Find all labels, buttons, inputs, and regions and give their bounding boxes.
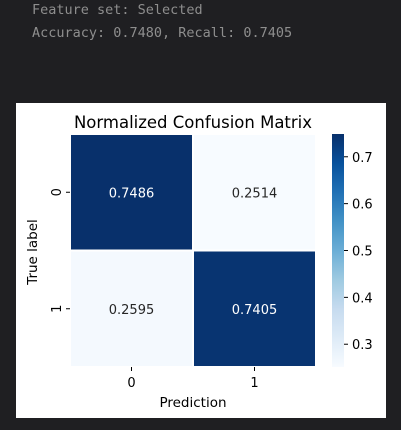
heatmap-cell	[192, 249, 317, 368]
y-axis-label: True label	[25, 219, 41, 286]
console-output-feature-set: Feature set: Selected	[32, 2, 203, 18]
x-tick-label: 0	[127, 376, 135, 391]
colorbar	[332, 134, 344, 367]
colorbar-tick-label: 0.5	[352, 245, 373, 260]
cell-value-label: 0.7486	[109, 186, 155, 201]
colorbar-tick-label: 0.7	[352, 151, 373, 166]
confusion-matrix-figure: Normalized Confusion Matrix 0.7486 0.2514…	[16, 103, 386, 418]
console-output-metrics: Accuracy: 0.7480, Recall: 0.7405	[32, 25, 293, 41]
x-tick-label: 1	[250, 376, 258, 391]
cell-value-label: 0.2595	[109, 303, 155, 318]
confusion-matrix-chart: Normalized Confusion Matrix 0.7486 0.2514…	[25, 113, 373, 411]
cell-value-label: 0.7405	[232, 303, 278, 318]
heatmap-cell	[69, 249, 194, 368]
y-tick-label: 1	[50, 305, 65, 313]
heatmap-cell	[192, 133, 317, 252]
colorbar-tick-label: 0.4	[352, 291, 373, 306]
y-tick-label: 0	[50, 188, 65, 196]
colorbar-tick-label: 0.3	[352, 338, 373, 353]
colorbar-tick-label: 0.6	[352, 198, 373, 213]
cell-value-label: 0.2514	[232, 186, 278, 201]
heatmap-cell	[69, 133, 194, 252]
x-axis-label: Prediction	[159, 395, 226, 411]
chart-title: Normalized Confusion Matrix	[74, 113, 312, 132]
